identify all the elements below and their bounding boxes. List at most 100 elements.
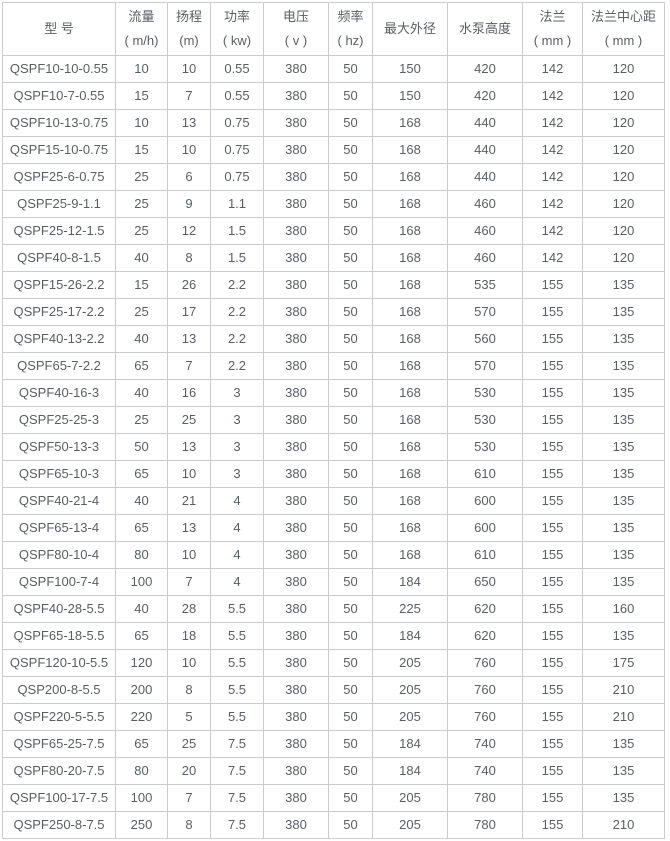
table-cell: 760 — [447, 649, 523, 677]
header-row: 型 号 流量 ( m/h) 扬程 (m) 功率 ( kw) 电压 ( v ) 频率 ( hz) 最大外… — [2, 2, 665, 56]
table-row: QSPF10-10-0.55 10 10 0.55 380 50 150 420 142 120 — [2, 55, 665, 83]
table-cell: 25 — [115, 406, 168, 434]
table-cell: 7 — [167, 82, 211, 110]
table-cell: 120 — [582, 244, 665, 272]
table-cell: 380 — [263, 514, 329, 542]
table-cell: 440 — [447, 109, 523, 137]
column-header: 最大外径 — [372, 2, 448, 56]
table-cell: 1.5 — [210, 217, 264, 245]
table-cell: 120 — [582, 109, 665, 137]
table-cell: 380 — [263, 163, 329, 191]
table-cell: 155 — [522, 379, 583, 407]
table-cell: 380 — [263, 595, 329, 623]
model-cell: QSPF15-26-2.2 — [2, 271, 116, 299]
table-cell: 168 — [372, 406, 448, 434]
table-cell: 205 — [372, 811, 448, 839]
table-cell: 380 — [263, 487, 329, 515]
table-cell: 13 — [167, 325, 211, 353]
column-label: 频率 — [337, 9, 364, 24]
table-row: QSPF65-18-5.5 65 18 5.5 380 50 184 620 155 135 — [2, 622, 665, 650]
table-cell: 5.5 — [210, 595, 264, 623]
table-cell: 530 — [447, 379, 523, 407]
table-cell: 8 — [167, 244, 211, 272]
table-cell: 600 — [447, 487, 523, 515]
table-cell: 3 — [210, 406, 264, 434]
table-cell: 135 — [582, 460, 665, 488]
column-label: 法兰 — [539, 9, 566, 24]
table-cell: 135 — [582, 379, 665, 407]
table-cell: 65 — [115, 514, 168, 542]
table-cell: 15 — [115, 271, 168, 299]
table-cell: 184 — [372, 568, 448, 596]
table-cell: 7 — [167, 568, 211, 596]
table-cell: 50 — [328, 622, 373, 650]
table-cell: 100 — [115, 784, 168, 812]
table-cell: 168 — [372, 514, 448, 542]
table-cell: 120 — [582, 82, 665, 110]
table-cell: 155 — [522, 649, 583, 677]
table-cell: 155 — [522, 811, 583, 839]
table-cell: 7 — [167, 352, 211, 380]
table-cell: 7.5 — [210, 784, 264, 812]
table-cell: 142 — [522, 82, 583, 110]
table-cell: 155 — [522, 703, 583, 731]
table-cell: 4 — [210, 541, 264, 569]
table-cell: 380 — [263, 568, 329, 596]
table-cell: 80 — [115, 541, 168, 569]
table-cell: 5.5 — [210, 622, 264, 650]
table-cell: 205 — [372, 676, 448, 704]
model-cell: QSPF100-7-4 — [2, 568, 116, 596]
model-cell: QSPF65-7-2.2 — [2, 352, 116, 380]
table-cell: 135 — [582, 757, 665, 785]
table-cell: 50 — [328, 244, 373, 272]
table-cell: 620 — [447, 595, 523, 623]
column-unit: ( kw) — [222, 33, 252, 48]
table-cell: 150 — [372, 82, 448, 110]
table-cell: 530 — [447, 406, 523, 434]
table-cell: 3 — [210, 433, 264, 461]
table-cell: 380 — [263, 730, 329, 758]
model-cell: QSPF40-21-4 — [2, 487, 116, 515]
table-cell: 160 — [582, 595, 665, 623]
table-cell: 420 — [447, 82, 523, 110]
table-cell: 380 — [263, 55, 329, 83]
table-row: QSP200-8-5.5 200 8 5.5 380 50 205 760 155 210 — [2, 676, 665, 704]
table-cell: 460 — [447, 244, 523, 272]
column-header: 流量 ( m/h) — [115, 2, 168, 56]
table-cell: 0.55 — [210, 82, 264, 110]
table-cell: 155 — [522, 676, 583, 704]
table-row: QSPF10-13-0.75 10 13 0.75 380 50 168 440 142 120 — [2, 109, 665, 137]
table-cell: 168 — [372, 325, 448, 353]
model-cell: QSPF100-17-7.5 — [2, 784, 116, 812]
table-cell: 120 — [115, 649, 168, 677]
table-cell: 3 — [210, 460, 264, 488]
table-cell: 205 — [372, 784, 448, 812]
table-cell: 50 — [328, 811, 373, 839]
table-cell: 205 — [372, 649, 448, 677]
table-cell: 135 — [582, 622, 665, 650]
table-row: QSPF15-10-0.75 15 10 0.75 380 50 168 440 142 120 — [2, 136, 665, 164]
table-cell: 155 — [522, 595, 583, 623]
table-cell: 2.2 — [210, 325, 264, 353]
model-cell: QSPF40-28-5.5 — [2, 595, 116, 623]
table-cell: 168 — [372, 487, 448, 515]
model-cell: QSPF10-13-0.75 — [2, 109, 116, 137]
table-cell: 7.5 — [210, 757, 264, 785]
table-cell: 65 — [115, 460, 168, 488]
column-header: 功率 ( kw) — [210, 2, 264, 56]
table-cell: 210 — [582, 676, 665, 704]
table-cell: 1.5 — [210, 244, 264, 272]
model-cell: QSPF15-10-0.75 — [2, 136, 116, 164]
table-row: QSPF25-17-2.2 25 17 2.2 380 50 168 570 155 135 — [2, 298, 665, 326]
column-label: 扬程 — [175, 9, 202, 24]
table-cell: 380 — [263, 676, 329, 704]
column-unit: (m) — [179, 33, 199, 48]
table-cell: 380 — [263, 649, 329, 677]
table-cell: 440 — [447, 163, 523, 191]
table-cell: 168 — [372, 271, 448, 299]
table-cell: 40 — [115, 244, 168, 272]
table-cell: 155 — [522, 541, 583, 569]
table-cell: 50 — [328, 676, 373, 704]
table-cell: 5.5 — [210, 649, 264, 677]
table-cell: 135 — [582, 406, 665, 434]
